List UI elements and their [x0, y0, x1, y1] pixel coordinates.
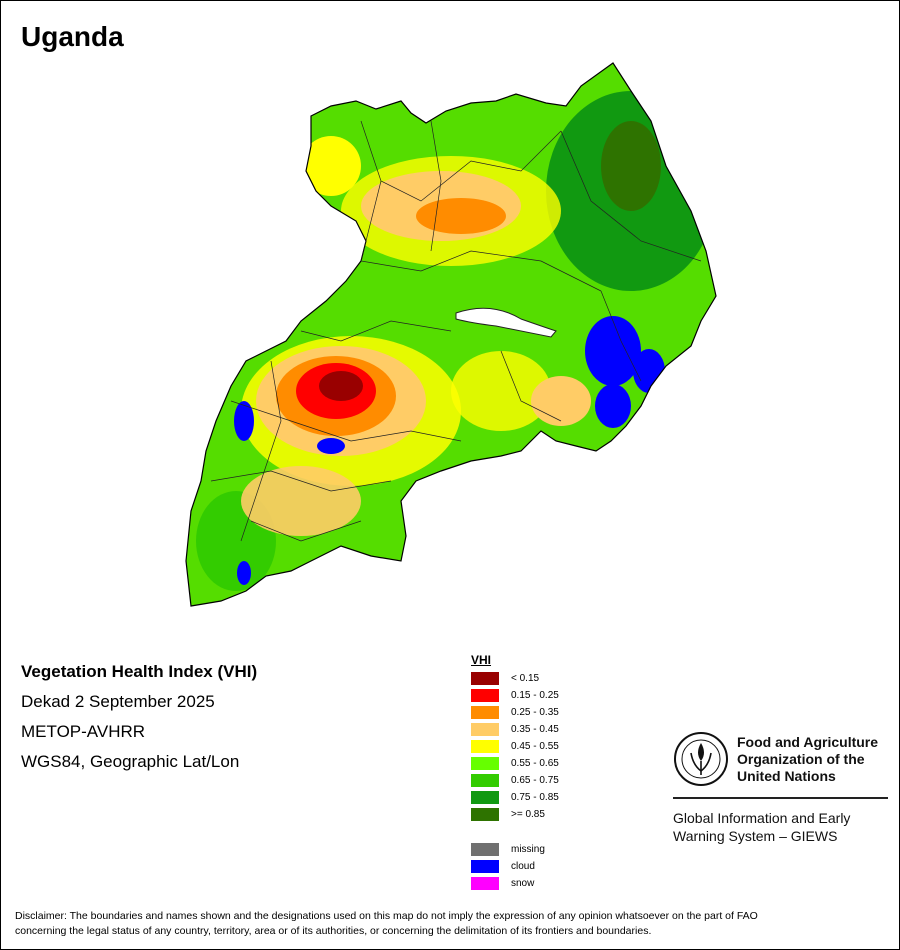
- map-title: Uganda: [21, 21, 124, 52]
- vhi-map: [185, 62, 717, 607]
- legend-class-swatch: [471, 808, 499, 821]
- period: Dekad 2 September 2025: [21, 692, 215, 711]
- map-info: Vegetation Health Index (VHI) Dekad 2 Se…: [21, 657, 257, 777]
- fao-name-line3: United Nations: [737, 767, 836, 784]
- legend-class-label: 0.55 - 0.65: [511, 758, 559, 769]
- legend-class-swatch: [471, 774, 499, 787]
- legend-class-swatch: [471, 689, 499, 702]
- legend-special-label: missing: [511, 844, 545, 855]
- legend-class-item: 0.35 - 0.45: [471, 721, 559, 738]
- disclaimer-line1: Disclaimer: The boundaries and names sho…: [15, 910, 758, 922]
- legend-class-swatch: [471, 740, 499, 753]
- disclaimer-line2: concerning the legal status of any count…: [15, 925, 652, 937]
- fao-logo-icon: [674, 732, 728, 786]
- legend-class-label: 0.45 - 0.55: [511, 741, 559, 752]
- sensor: METOP-AVHRR: [21, 722, 146, 741]
- giews-line1: Global Information and Early: [673, 810, 851, 826]
- legend-class-swatch: [471, 672, 499, 685]
- fao-name-line1: Food and Agriculture: [737, 733, 879, 750]
- legend-class-item: 0.55 - 0.65: [471, 755, 559, 772]
- legend-special-swatch: [471, 877, 499, 890]
- legend-class-label: 0.35 - 0.45: [511, 724, 559, 735]
- legend-class-label: 0.75 - 0.85: [511, 792, 559, 803]
- legend-special-label: snow: [511, 878, 535, 889]
- legend-class-item: 0.45 - 0.55: [471, 738, 559, 755]
- legend-class-label: 0.65 - 0.75: [511, 775, 559, 786]
- legend-special-swatch: [471, 860, 499, 873]
- legend-title: VHI: [471, 653, 492, 667]
- legend-class-swatch: [471, 706, 499, 719]
- legend-class-label: 0.15 - 0.25: [511, 690, 559, 701]
- legend: VHI < 0.15 0.15 - 0.25 0.25 - 0.35 0.35 - 0…: [471, 653, 559, 892]
- fao-branding: Food and Agriculture Organization of the…: [673, 731, 889, 845]
- legend-special: missing cloud snow: [471, 841, 559, 892]
- legend-class-label: >= 0.85: [511, 809, 545, 820]
- legend-class-item: 0.15 - 0.25: [471, 687, 559, 704]
- legend-class-label: 0.25 - 0.35: [511, 707, 559, 718]
- legend-special-item: missing: [471, 841, 559, 858]
- legend-special-label: cloud: [511, 861, 535, 872]
- legend-class-label: < 0.15: [511, 673, 540, 684]
- legend-classes: < 0.15 0.15 - 0.25 0.25 - 0.35 0.35 - 0.45 0…: [471, 670, 559, 823]
- product-name: Vegetation Health Index (VHI): [21, 662, 258, 681]
- legend-class-item: 0.75 - 0.85: [471, 789, 559, 806]
- fao-name-line2: Organization of the: [737, 750, 865, 767]
- legend-class-item: 0.65 - 0.75: [471, 772, 559, 789]
- legend-class-swatch: [471, 723, 499, 736]
- legend-special-item: snow: [471, 875, 559, 892]
- disclaimer: Disclaimer: The boundaries and names sho…: [15, 909, 885, 939]
- legend-class-item: 0.25 - 0.35: [471, 704, 559, 721]
- legend-class-item: >= 0.85: [471, 806, 559, 823]
- legend-special-swatch: [471, 843, 499, 856]
- divider: [673, 797, 888, 799]
- projection: WGS84, Geographic Lat/Lon: [21, 752, 240, 771]
- legend-special-item: cloud: [471, 858, 559, 875]
- legend-class-swatch: [471, 791, 499, 804]
- legend-class-swatch: [471, 757, 499, 770]
- giews-line2: Warning System – GIEWS: [673, 828, 838, 844]
- legend-class-item: < 0.15: [471, 670, 559, 687]
